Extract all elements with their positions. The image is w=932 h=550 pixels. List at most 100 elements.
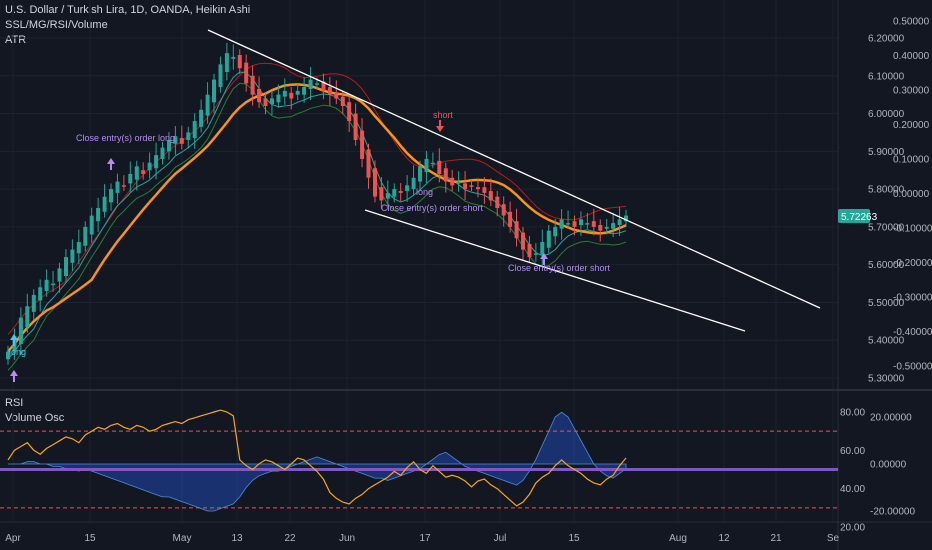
candle-body <box>276 94 281 103</box>
time-tick-label: 15 <box>84 533 96 544</box>
time-tick-label: May <box>173 533 192 544</box>
short-arrow <box>436 120 444 132</box>
vol-osc-axis[interactable]: 20.00000 0.00000 -20.00000 <box>870 413 915 518</box>
candle-body <box>366 149 371 178</box>
time-tick-label: 12 <box>718 533 730 544</box>
mcginley-line <box>7 83 627 353</box>
price-tick-label: 5.60000 <box>868 260 905 271</box>
candle-body <box>237 55 242 69</box>
candle-body <box>31 294 36 312</box>
price-tick-label: 5.30000 <box>868 374 905 385</box>
candle-body <box>64 257 68 276</box>
candle-body <box>411 177 416 190</box>
candle-body <box>527 243 532 258</box>
candle-body <box>205 94 210 116</box>
candle-body <box>147 162 152 171</box>
price-tick-label: 5.70000 <box>868 222 905 233</box>
candle-body <box>51 283 56 286</box>
candle-body <box>611 223 616 229</box>
candle-body <box>141 170 146 174</box>
close-short-annotation-1: Close entry(s) order short <box>381 203 484 213</box>
vol-osc-tick-label: 0.00000 <box>870 460 907 471</box>
candle-body <box>160 147 165 159</box>
candle-body <box>508 211 513 227</box>
price-axis[interactable]: 6.20000 6.10000 6.00000 5.90000 5.80000 5.700… <box>868 34 905 385</box>
candle-body <box>604 226 609 229</box>
candle-body <box>96 208 101 222</box>
time-tick-label: Jul <box>494 533 507 544</box>
time-axis[interactable]: Apr 15 May 13 22 Jun 17 Jul 15 Aug 12 21 Se <box>5 533 839 544</box>
rsi-tick-label: 60.00 <box>840 446 865 457</box>
vol-osc-title[interactable]: Volume Osc <box>5 412 65 424</box>
candle-body <box>282 90 287 97</box>
grid <box>0 0 838 522</box>
candle-body <box>347 102 352 122</box>
candle-body <box>257 89 262 103</box>
atr-tick-label: 0.40000 <box>893 51 930 62</box>
candle-body <box>624 215 628 222</box>
candle-body <box>379 187 384 201</box>
atr-tick-label: -0.20000 <box>893 258 932 269</box>
candles <box>6 42 628 365</box>
symbol-title[interactable]: U.S. Dollar / Turkish Lira, 1D, OANDA, H… <box>5 4 251 16</box>
candle-body <box>579 219 583 225</box>
rsi-tick-label: 80.00 <box>840 408 865 419</box>
close-long-arrow <box>107 158 115 170</box>
candle-body <box>469 185 474 187</box>
vol-osc-tick-label: -20.00000 <box>870 507 915 518</box>
chart-legend: U.S. Dollar / Turkish Lira, 1D, OANDA, H… <box>5 3 250 48</box>
candle-body <box>308 79 313 89</box>
time-tick-label: Se <box>827 533 840 544</box>
volume-osc-area <box>8 411 627 512</box>
atr-tick-label: 0.00000 <box>893 189 930 200</box>
atr-tick-label: -0.50000 <box>893 362 932 373</box>
candle-body <box>70 249 75 263</box>
time-tick-label: 13 <box>231 533 243 544</box>
candle-body <box>224 53 229 72</box>
candle-body <box>321 81 326 91</box>
ssl-upper-line <box>7 62 627 335</box>
rsi-title[interactable]: RSI <box>5 397 24 409</box>
candle-body <box>295 90 300 95</box>
lower-trendline <box>364 209 746 332</box>
badge-text: 5.72263 <box>841 212 878 223</box>
time-tick-label: Aug <box>669 533 687 544</box>
atr-tick-label: 0.30000 <box>893 86 930 97</box>
candle-body <box>179 138 184 144</box>
atr-axis[interactable]: 0.50000 0.40000 0.30000 0.20000 0.10000 0.000… <box>893 17 932 373</box>
candle-body <box>270 98 274 105</box>
annotations: Close entry(s) order long Close entry(s) … <box>9 110 611 382</box>
candle-body <box>373 168 377 197</box>
time-tick-label: 15 <box>568 533 580 544</box>
current-price-badge: 5.72263 <box>838 209 878 223</box>
candle-body <box>83 226 88 246</box>
atr-title[interactable]: ATR <box>5 34 27 46</box>
close-short-arrow-2 <box>540 253 548 265</box>
rsi-tick-label: 20.00 <box>840 523 865 534</box>
candle-body <box>585 223 590 225</box>
candle-body <box>540 242 545 256</box>
atr-tick-label: 0.50000 <box>893 17 930 28</box>
moving-averages <box>7 62 627 371</box>
candle-body <box>44 279 49 292</box>
candle-body <box>553 226 558 237</box>
candle-body <box>463 183 468 190</box>
candle-body <box>533 253 538 255</box>
price-tick-label: 6.00000 <box>868 109 905 120</box>
candle-body <box>430 162 435 165</box>
candle-body <box>192 121 197 139</box>
candle-body <box>521 232 525 250</box>
time-tick-label: 21 <box>770 533 782 544</box>
candle-body <box>398 191 403 193</box>
lower-pane-legend: RSI Volume Osc <box>5 396 64 426</box>
candle-body <box>566 223 571 225</box>
trendlines[interactable] <box>207 29 821 332</box>
close-long-annotation: Close entry(s) order long <box>76 133 175 143</box>
indicators-title[interactable]: SSL/MG/RSI/Volume <box>5 19 108 31</box>
rsi-axis[interactable]: 80.00 60.00 40.00 20.00 <box>840 408 865 534</box>
time-tick-label: Jun <box>339 533 355 544</box>
candle-body <box>591 221 596 227</box>
candle-body <box>231 56 236 59</box>
rsi-line <box>7 409 627 507</box>
